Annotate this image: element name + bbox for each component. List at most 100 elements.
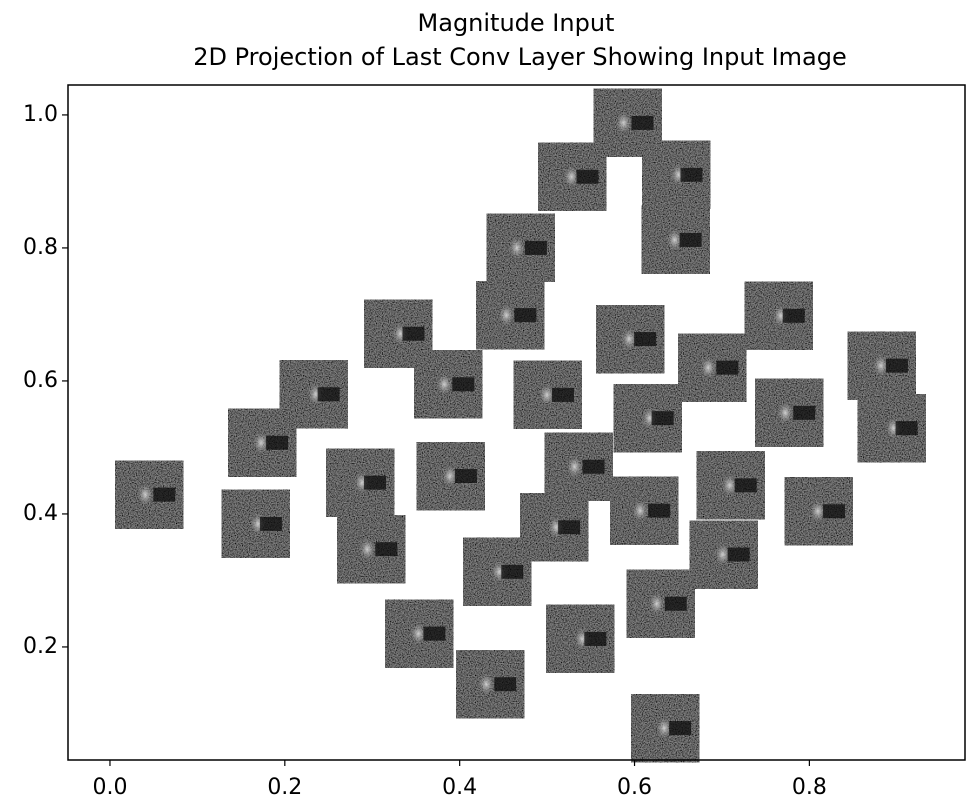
thumbnail-shadow: [822, 504, 845, 519]
thumbnail-shadow: [153, 487, 176, 502]
image-thumbnail: [857, 393, 927, 463]
chart-title: Magnitude Input: [418, 9, 615, 37]
y-tick-label: 0.4: [23, 501, 58, 526]
image-thumbnail: [486, 213, 556, 283]
thumbnail-shadow: [364, 475, 387, 490]
image-thumbnail: [613, 383, 683, 453]
image-thumbnail: [384, 599, 454, 669]
thumbnail-highlight: [615, 111, 632, 134]
thumbnail-highlight: [872, 354, 889, 377]
image-thumbnail: [630, 693, 700, 763]
image-thumbnail: [696, 450, 766, 520]
image-thumbnail: [462, 537, 532, 607]
thumbnail-shadow: [582, 459, 605, 474]
image-thumbnail: [221, 489, 291, 559]
thumbnail-shadow: [634, 332, 657, 347]
thumbnail-highlight: [777, 401, 794, 424]
y-tick-label: 1.0: [23, 102, 58, 127]
thumbnail-highlight: [253, 431, 270, 454]
x-tick-label: 0.8: [792, 775, 827, 798]
thumbnail-highlight: [538, 383, 555, 406]
thumbnail-highlight: [498, 304, 515, 327]
image-thumbnail: [475, 280, 545, 350]
axes-frame: [67, 84, 966, 761]
thumbnail-shadow: [584, 631, 607, 646]
y-tick-label: 0.6: [23, 368, 58, 393]
thumbnail-shadow: [259, 516, 282, 531]
image-thumbnail: [784, 476, 854, 546]
thumbnail-shadow: [895, 421, 918, 436]
thumbnail-shadow: [375, 542, 398, 557]
thumbnail-highlight: [621, 328, 638, 351]
x-tick-label: 0.4: [442, 775, 477, 798]
thumbnail-shadow: [793, 405, 816, 420]
thumbnail-shadow: [266, 435, 289, 450]
thumbnail-highlight: [410, 622, 427, 645]
thumbnail-shadow: [452, 377, 475, 392]
image-thumbnail: [754, 378, 824, 448]
thumbnail-highlight: [566, 455, 583, 478]
image-thumbnail: [513, 360, 583, 430]
image-thumbnail: [325, 448, 395, 518]
thumbnail-highlight: [632, 499, 649, 522]
thumbnail-highlight: [441, 465, 458, 488]
thumbnail-highlight: [648, 592, 665, 615]
thumbnail-highlight: [666, 228, 683, 251]
thumbnail-shadow: [648, 503, 671, 518]
image-thumbnail: [744, 281, 814, 351]
y-tick-label: 0.8: [23, 235, 58, 260]
x-tick-label: 0.6: [617, 775, 652, 798]
thumbnail-highlight: [714, 543, 731, 566]
thumbnail-shadow: [454, 469, 477, 484]
thumbnail-shadow: [734, 478, 757, 493]
thumbnail-shadow: [782, 308, 805, 323]
thumbnail-shadow: [885, 358, 908, 373]
image-thumbnail: [641, 205, 711, 275]
image-thumbnail: [847, 331, 917, 401]
chart-title: 2D Projection of Last Conv Layer Showing…: [193, 43, 847, 71]
image-thumbnail: [227, 408, 297, 478]
thumbnail-shadow: [716, 360, 739, 375]
thumbnail-shadow: [631, 115, 654, 130]
image-thumbnail: [114, 460, 184, 530]
thumbnail-highlight: [137, 483, 154, 506]
thumbnail-shadow: [558, 520, 581, 535]
thumbnail-shadow: [551, 387, 574, 402]
image-thumbnail: [609, 476, 679, 546]
thumbnail-shadow: [317, 387, 340, 402]
thumbnail-shadow: [576, 169, 599, 184]
thumbnail-highlight: [656, 717, 673, 740]
thumbnail-shadow: [680, 167, 703, 182]
image-thumbnail: [413, 349, 483, 419]
thumbnail-highlight: [563, 165, 580, 188]
thumbnail-highlight: [721, 474, 738, 497]
image-thumbnail: [595, 304, 665, 374]
thumbnail-highlight: [508, 236, 525, 259]
image-thumbnail: [455, 649, 525, 719]
image-thumbnail: [641, 140, 711, 210]
thumbnail-shadow: [402, 326, 425, 341]
plot-area: [114, 88, 927, 763]
thumbnail-highlight: [359, 538, 376, 561]
thumbnail-highlight: [436, 373, 453, 396]
x-tick-label: 0.2: [267, 775, 302, 798]
image-thumbnail: [336, 514, 406, 584]
thumbnail-shadow: [651, 411, 674, 426]
thumbnail-shadow: [727, 547, 750, 562]
image-thumbnail: [689, 520, 759, 590]
thumbnail-shadow: [423, 626, 446, 641]
x-tick-label: 0.0: [92, 775, 127, 798]
thumbnail-shadow: [514, 308, 537, 323]
thumbnail-highlight: [809, 500, 826, 523]
thumbnail-shadow: [679, 232, 702, 247]
thumbnail-shadow: [494, 677, 517, 692]
thumbnail-shadow: [669, 721, 692, 736]
image-thumbnail: [544, 432, 614, 502]
image-thumbnail: [416, 441, 486, 511]
thumbnail-highlight: [478, 673, 495, 696]
thumbnail-highlight: [700, 356, 717, 379]
image-thumbnail: [626, 569, 696, 639]
thumbnail-shadow: [524, 240, 547, 255]
